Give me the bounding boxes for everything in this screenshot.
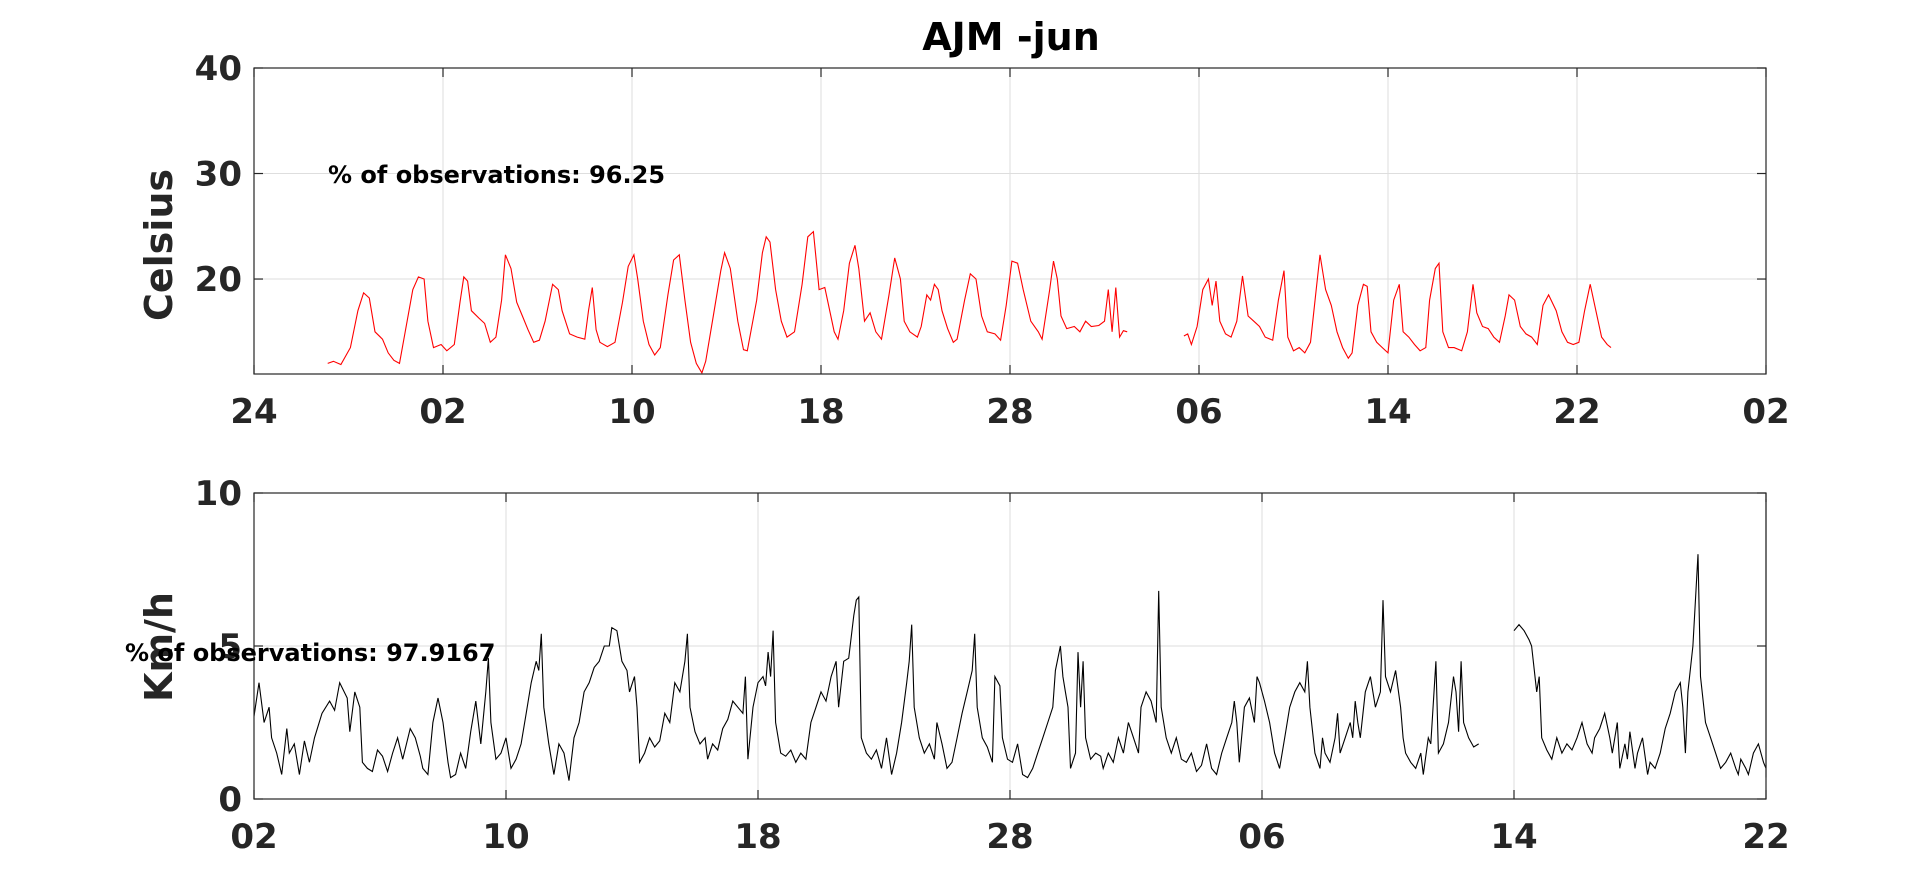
temperature-observations-annotation: % of observations: 96.25 <box>328 161 665 189</box>
temperature-x-tick-label: 06 <box>1175 392 1222 432</box>
wind-speed-x-tick-label: 18 <box>734 817 781 857</box>
wind-speed-x-tick-label: 14 <box>1490 817 1537 857</box>
chart-title: AJM -jun <box>922 15 1100 59</box>
wind-speed-ticks: 02 10 18 28 06 14 22 0 5 10 <box>195 474 1790 857</box>
temperature-y-tick-label: 40 <box>195 49 242 89</box>
temperature-x-tick-label: 02 <box>419 392 466 432</box>
temperature-panel: Celsius 24 02 10 18 28 06 14 22 02 20 30 40 % of ob… <box>137 49 1790 432</box>
temperature-x-tick-label: 28 <box>986 392 1033 432</box>
wind-speed-panel: Km/h 02 10 18 28 06 14 22 0 5 10 % of observation… <box>125 474 1790 857</box>
wind-speed-x-tick-label: 28 <box>986 817 1033 857</box>
wind-speed-x-tick-label: 06 <box>1238 817 1285 857</box>
temperature-ticks: 24 02 10 18 28 06 14 22 02 20 30 40 <box>195 49 1790 432</box>
wind-speed-y-tick-label: 5 <box>218 627 242 667</box>
temperature-y-tick-label: 30 <box>195 155 242 195</box>
wind-speed-observations-annotation: % of observations: 97.9167 <box>125 639 495 667</box>
wind-speed-x-tick-label: 02 <box>230 817 277 857</box>
temperature-x-tick-label: 02 <box>1742 392 1789 432</box>
temperature-y-tick-label: 20 <box>195 260 242 300</box>
temperature-series-line <box>327 230 1612 375</box>
temperature-x-tick-label: 24 <box>230 392 277 432</box>
temperature-plot-frame <box>253 67 1767 375</box>
wind-speed-y-tick-label: 0 <box>218 780 242 820</box>
temperature-x-tick-label: 14 <box>1364 392 1411 432</box>
wind-speed-plot-frame <box>253 492 1767 800</box>
wind-speed-y-axis-label: Km/h <box>137 592 181 702</box>
wind-speed-y-tick-label: 10 <box>195 474 242 514</box>
temperature-x-tick-label: 10 <box>608 392 655 432</box>
temperature-x-tick-label: 18 <box>797 392 844 432</box>
temperature-y-axis-label: Celsius <box>137 169 181 321</box>
wind-speed-x-tick-label: 10 <box>482 817 529 857</box>
wind-speed-x-tick-label: 22 <box>1742 817 1789 857</box>
temperature-x-tick-label: 22 <box>1553 392 1600 432</box>
